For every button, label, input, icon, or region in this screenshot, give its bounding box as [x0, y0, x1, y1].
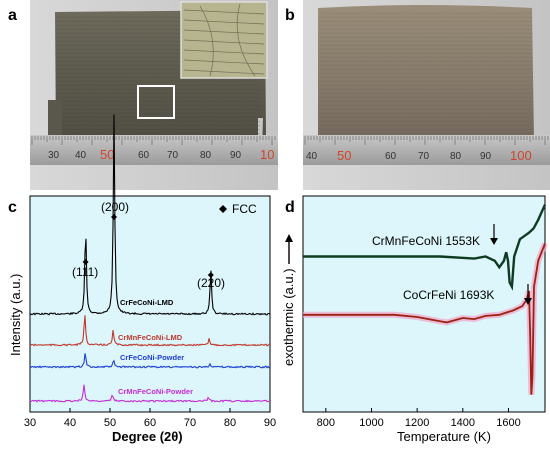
ruler-b-num-100: 100 [510, 148, 532, 163]
series-label-crfeconi-powder: CrFeCoNi-Powder [120, 353, 184, 362]
xrd-series-group [29, 114, 271, 403]
xrd-x-axis-label: Degree (2θ) [112, 429, 183, 444]
xrd-series-line-4 [29, 384, 271, 403]
ruler-a-num-40: 40 [75, 150, 87, 161]
ruler-a [30, 135, 278, 165]
xrd-x-tick-label: 70 [184, 417, 196, 429]
fcc-legend-marker [219, 205, 227, 213]
peak-label-111: (111) [72, 265, 98, 279]
dsc-y-axis-label: exothermic (a.u.) [281, 268, 296, 366]
ruler-b-num-90: 90 [480, 151, 492, 162]
xrd-x-tick-label: 60 [144, 417, 156, 429]
xrd-x-tick-label: 90 [264, 417, 276, 429]
ruler-b-num-70: 70 [418, 151, 430, 162]
fcc-peak-marker [111, 214, 117, 220]
xrd-x-ticks: 30 40 50 60 70 80 90 [24, 408, 276, 429]
ruler-b-numbers: 40 50 60 70 80 90 100 [306, 148, 532, 163]
ruler-b-num-60: 60 [385, 151, 397, 162]
ruler-a-num-90: 90 [230, 150, 242, 161]
xrd-peak-markers [82, 214, 214, 278]
panel-c: c 30 40 50 60 70 80 90 (111) (200) (220) FCC C… [8, 114, 276, 444]
xrd-y-axis-label: Intensity (a.u.) [8, 274, 23, 356]
dsc-series-group [303, 204, 548, 395]
dsc-x-tick-label: 1400 [451, 417, 475, 429]
sample-b-texture [320, 10, 532, 138]
ruler-a-numbers: 30 40 50 60 70 80 90 10 [48, 147, 274, 162]
ruler-a-num-10: 10 [260, 147, 274, 162]
fcc-peak-marker [207, 272, 214, 278]
dsc-x-ticks: 800 1000 1200 1400 1600 [317, 408, 521, 429]
xrd-series-line-1 [29, 114, 271, 316]
ruler-b-num-50: 50 [337, 148, 351, 163]
panel-b: 40 50 60 70 80 90 100 b [285, 0, 550, 190]
peak-label-200: (200) [101, 200, 129, 214]
panel-c-label: c [8, 199, 17, 216]
xrd-x-tick-label: 30 [24, 417, 36, 429]
fcc-peak-marker [82, 259, 89, 265]
ruler-b-ticks [304, 136, 549, 145]
dsc-series-line-1 [303, 204, 547, 291]
inset-zoom [180, 1, 268, 79]
zoom-box [137, 85, 175, 119]
xrd-x-tick-label: 50 [104, 417, 116, 429]
series-label-crmnfeconi-powder: CrMnFeCoNi-Powder [118, 387, 193, 396]
panel-a-label: a [8, 7, 17, 24]
dsc-x-axis-label: Temperature (K) [397, 429, 491, 444]
ruler-a-num-70: 70 [167, 150, 179, 161]
dsc-x-tick-label: 1600 [496, 417, 520, 429]
xrd-x-tick-label: 40 [64, 417, 76, 429]
sample-a-foot [48, 100, 62, 142]
dsc-x-tick-label: 1200 [405, 417, 429, 429]
dsc-series-line-2 [303, 243, 546, 395]
ruler-a-num-50: 50 [100, 147, 114, 162]
ruler-b-num-80: 80 [450, 151, 462, 162]
peak-label-220: (220) [197, 276, 225, 290]
dsc-x-tick-label: 800 [317, 417, 335, 429]
panel-d: d 800 1000 1200 1400 1600 CrMnFeCoNi 1553K C… [281, 195, 548, 444]
dsc-annotation-crmnfeconi: CrMnFeCoNi 1553K [372, 234, 480, 248]
dsc-annotation-cocrfeni: CoCrFeNi 1693K [403, 288, 494, 302]
dsc-plot-area [302, 195, 546, 413]
ruler-a-ticks [31, 136, 276, 145]
dsc-x-tick-label: 1000 [359, 417, 383, 429]
panel-d-label: d [285, 199, 295, 216]
exothermic-arrow-head-icon [285, 234, 293, 242]
inset-zoom-lines [183, 3, 265, 77]
arrow-cocrfeni-head-icon [524, 298, 532, 305]
xrd-x-tick-label: 80 [224, 417, 236, 429]
series-label-crfeconi-lmd: CrFeCoNi-LMD [120, 298, 174, 307]
ruler-a-num-60: 60 [138, 150, 150, 161]
panel-b-label: b [285, 7, 295, 24]
panel-a: 30 40 50 60 70 80 90 10 a [8, 0, 278, 190]
arrow-crmnfeconi-head-icon [490, 238, 498, 245]
xrd-series-line-2 [29, 315, 270, 347]
ruler-a-num-80: 80 [200, 150, 212, 161]
series-label-crmnfeconi-lmd: CrMnFeCoNi-LMD [118, 333, 183, 342]
ruler-b-num-40: 40 [306, 151, 318, 162]
xrd-series-line-3 [29, 353, 271, 369]
ruler-a-num-30: 30 [48, 150, 60, 161]
fcc-legend-label: FCC [232, 202, 257, 216]
